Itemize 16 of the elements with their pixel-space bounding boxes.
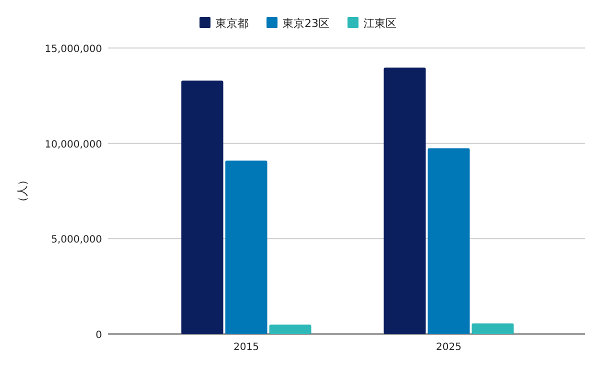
bar — [225, 160, 268, 334]
bar — [472, 323, 514, 334]
bar — [384, 68, 426, 334]
legend-label: 江東区 — [364, 17, 396, 30]
y-tick-label: 0 — [96, 330, 102, 341]
bar — [181, 80, 224, 334]
legend-label: 東京23区 — [282, 17, 330, 30]
x-tick-label: 2015 — [234, 342, 259, 353]
y-axis-title: （人） — [16, 174, 29, 208]
legend-label: 東京都 — [216, 17, 248, 30]
x-tick-label: 2025 — [436, 342, 462, 353]
y-tick-label: 10,000,000 — [44, 139, 102, 150]
y-tick-label: 5,000,000 — [51, 234, 102, 246]
y-tick-label: 15,000,000 — [44, 44, 102, 55]
bar — [428, 148, 470, 334]
bar — [269, 324, 312, 334]
